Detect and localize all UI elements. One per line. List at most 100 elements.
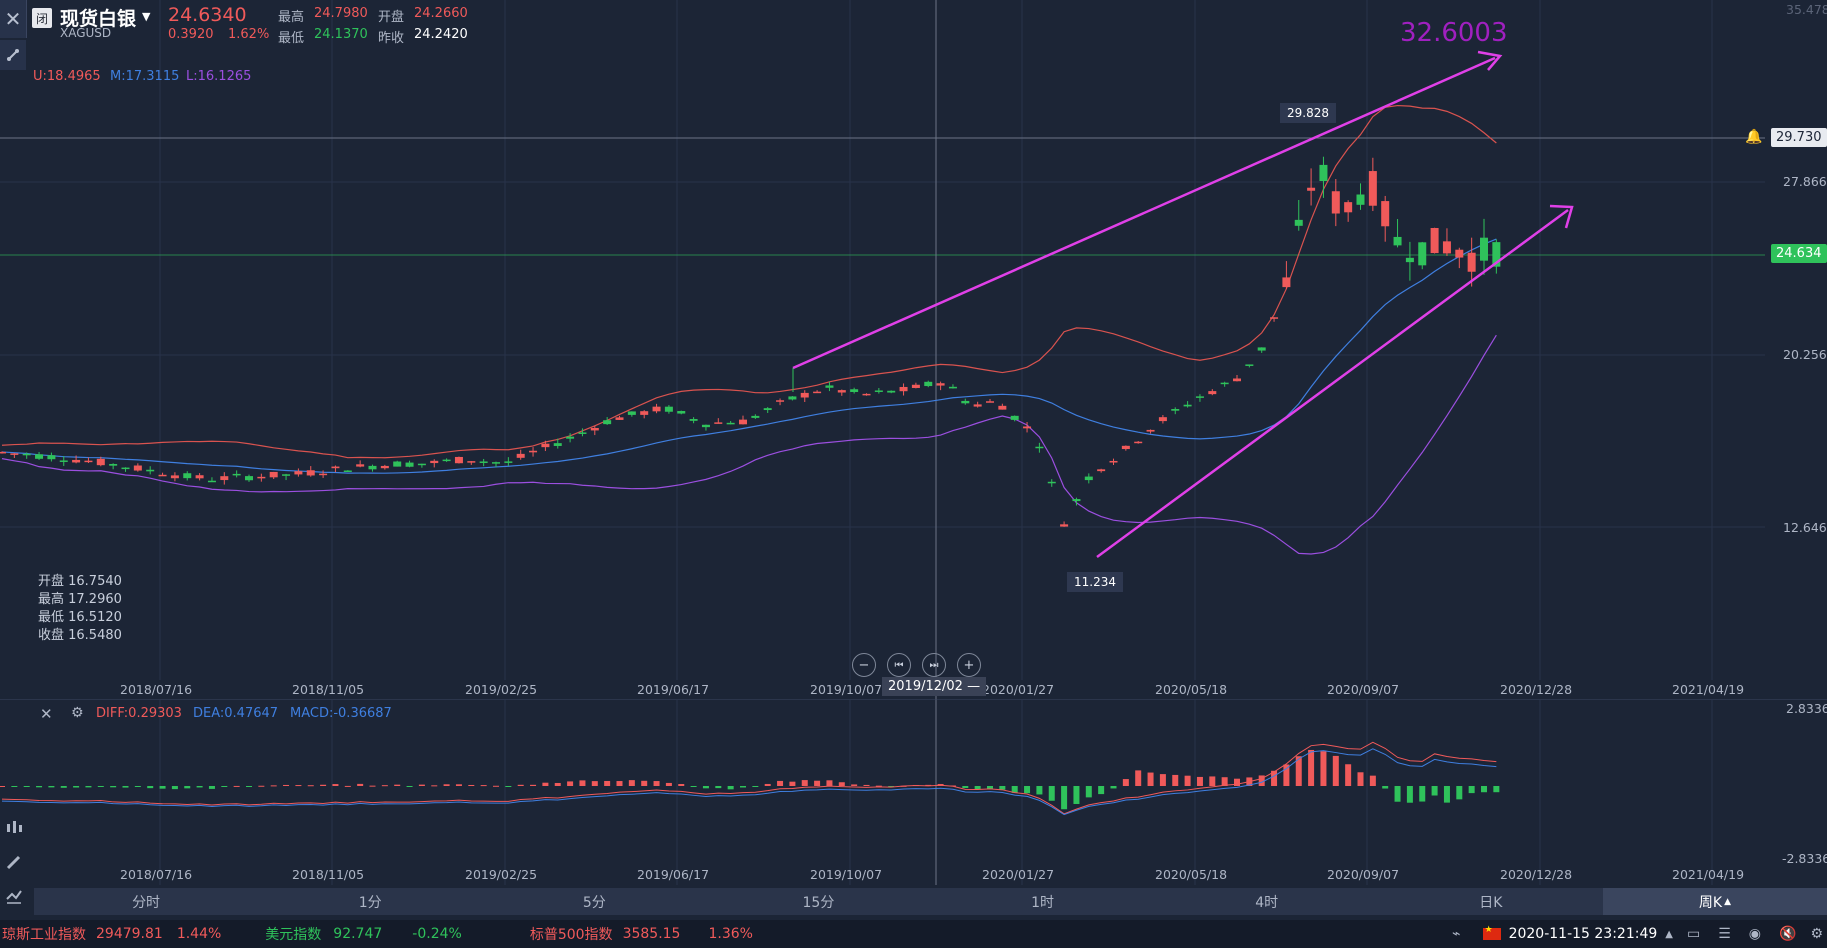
draw-tool-icon (7, 49, 19, 61)
indicator-button[interactable] (0, 813, 28, 841)
last-price: 24.6340 (168, 4, 247, 26)
macd-bar (690, 786, 697, 787)
camera-icon[interactable]: ◉ (1748, 926, 1761, 942)
tab-timeframe-active[interactable]: 周K ▲ (1602, 888, 1827, 915)
candle-body (0, 451, 6, 454)
macd-bar (1369, 775, 1376, 786)
x-axis-label: 2018/11/05 (292, 682, 365, 697)
caret-up-icon[interactable]: ▲ (1665, 928, 1673, 940)
candle-body (1134, 441, 1143, 444)
candle-body (578, 432, 587, 434)
symbol-name[interactable]: 现货白银 (60, 8, 137, 30)
candle-body (553, 443, 562, 446)
candle-body (1418, 242, 1427, 266)
macd-bar (455, 784, 462, 786)
macd-bar (801, 780, 808, 786)
x-axis-label: 2018/07/16 (120, 867, 193, 882)
price-chart[interactable] (0, 0, 1827, 700)
candle-body (282, 474, 291, 476)
candle-body (430, 460, 439, 464)
candle-body (664, 406, 673, 412)
mute-icon[interactable]: 🔇 (1779, 926, 1797, 942)
macd-bar (1308, 749, 1315, 786)
macd-bar (1098, 786, 1105, 795)
scroll-end-button[interactable]: ⏭ (922, 653, 946, 677)
macd-bar (1184, 775, 1191, 786)
tab-timeframe[interactable]: 5分 (582, 894, 606, 911)
scroll-start-button[interactable]: ⏮ (887, 653, 911, 677)
candle-body (1430, 228, 1439, 254)
macd-bar (320, 784, 327, 786)
candle-body (1344, 202, 1353, 213)
macd-settings-icon[interactable]: ⚙ (71, 705, 84, 721)
candle-body (1282, 277, 1291, 288)
macd-bar (838, 782, 845, 786)
pen-tool-button[interactable] (0, 848, 28, 876)
list-icon[interactable]: ☰ (1718, 926, 1731, 942)
macd-bar (171, 786, 178, 790)
macd-bar (542, 782, 549, 786)
candle-body (751, 415, 760, 418)
ticker-name[interactable]: 标普500指数 (529, 927, 613, 943)
macd-bar (653, 781, 660, 786)
upper-trendline (792, 56, 1496, 370)
tab-timeframe[interactable]: 15分 (802, 894, 835, 911)
macd-bar (727, 786, 734, 790)
ohlc-low: 最低 16.5120 (38, 610, 122, 625)
network-icon[interactable]: ⌁ (1452, 926, 1461, 942)
tab-timeframe[interactable]: 4时 (1255, 894, 1279, 911)
symbol-dropdown-icon[interactable]: ▼ (142, 10, 151, 23)
skip-forward-icon: ⏭ (929, 659, 939, 671)
settings-icon[interactable]: ⚙ (1810, 926, 1823, 942)
macd-bar (740, 786, 746, 788)
alert-line-tag[interactable]: 29.730 (1771, 128, 1827, 147)
macd-bar (381, 785, 388, 787)
macd-bar (579, 780, 586, 786)
zoom-out-button[interactable]: − (852, 653, 876, 677)
x-axis-label: 2021/04/19 (1672, 867, 1745, 882)
ticker-name[interactable]: 琼斯工业指数 (2, 927, 86, 943)
x-axis-label: 2019/02/25 (465, 682, 538, 697)
tab-timeframe[interactable]: 分时 (132, 894, 161, 911)
line-tool-button[interactable] (0, 882, 28, 910)
macd-bar (1221, 777, 1228, 786)
ticker-pct: 1.44% (176, 926, 222, 942)
zoom-in-button[interactable]: + (957, 653, 981, 677)
tab-timeframe[interactable]: 1时 (1031, 894, 1055, 911)
ticker-name[interactable]: 美元指数 (265, 927, 322, 943)
x-axis-label: 2019/06/17 (637, 867, 710, 882)
close-chart-button[interactable]: ✕ (0, 0, 27, 38)
candle-body (1393, 236, 1402, 246)
tab-timeframe[interactable]: 日K (1479, 894, 1503, 911)
candle-body (1356, 194, 1365, 205)
close-macd-icon[interactable]: ✕ (40, 705, 53, 723)
x-axis-label: 2021/04/19 (1672, 682, 1745, 697)
candle-body (1195, 396, 1204, 398)
x-axis-label: 2020/09/07 (1327, 682, 1400, 697)
macd-bar (1394, 786, 1401, 802)
candle-body (368, 465, 377, 470)
draw-tool-button[interactable] (0, 40, 26, 70)
macd-lines (1, 741, 1497, 816)
candle-body (813, 391, 822, 394)
candle-body (887, 390, 896, 393)
macd-bar (530, 784, 537, 786)
macd-bar (159, 786, 166, 789)
alert-bell-icon[interactable]: 🔔 (1745, 129, 1763, 145)
candle-body (1220, 382, 1229, 385)
macd-bar (1345, 764, 1352, 786)
candle-body (479, 461, 488, 463)
chart-grid (0, 0, 1827, 700)
macd-bar (987, 786, 993, 790)
window-icon[interactable]: ▭ (1686, 926, 1701, 942)
macd-bar (369, 785, 376, 787)
macd-bar (394, 784, 401, 786)
tab-timeframe[interactable]: 1分 (358, 894, 382, 911)
candle-body (35, 454, 44, 459)
macd-bar (999, 786, 1006, 790)
macd-bar (1172, 774, 1179, 786)
macd-chart[interactable] (0, 700, 1827, 890)
candle-body (1270, 317, 1279, 319)
macd-bar (628, 780, 635, 786)
x-axis-label: 2020/09/07 (1327, 867, 1400, 882)
